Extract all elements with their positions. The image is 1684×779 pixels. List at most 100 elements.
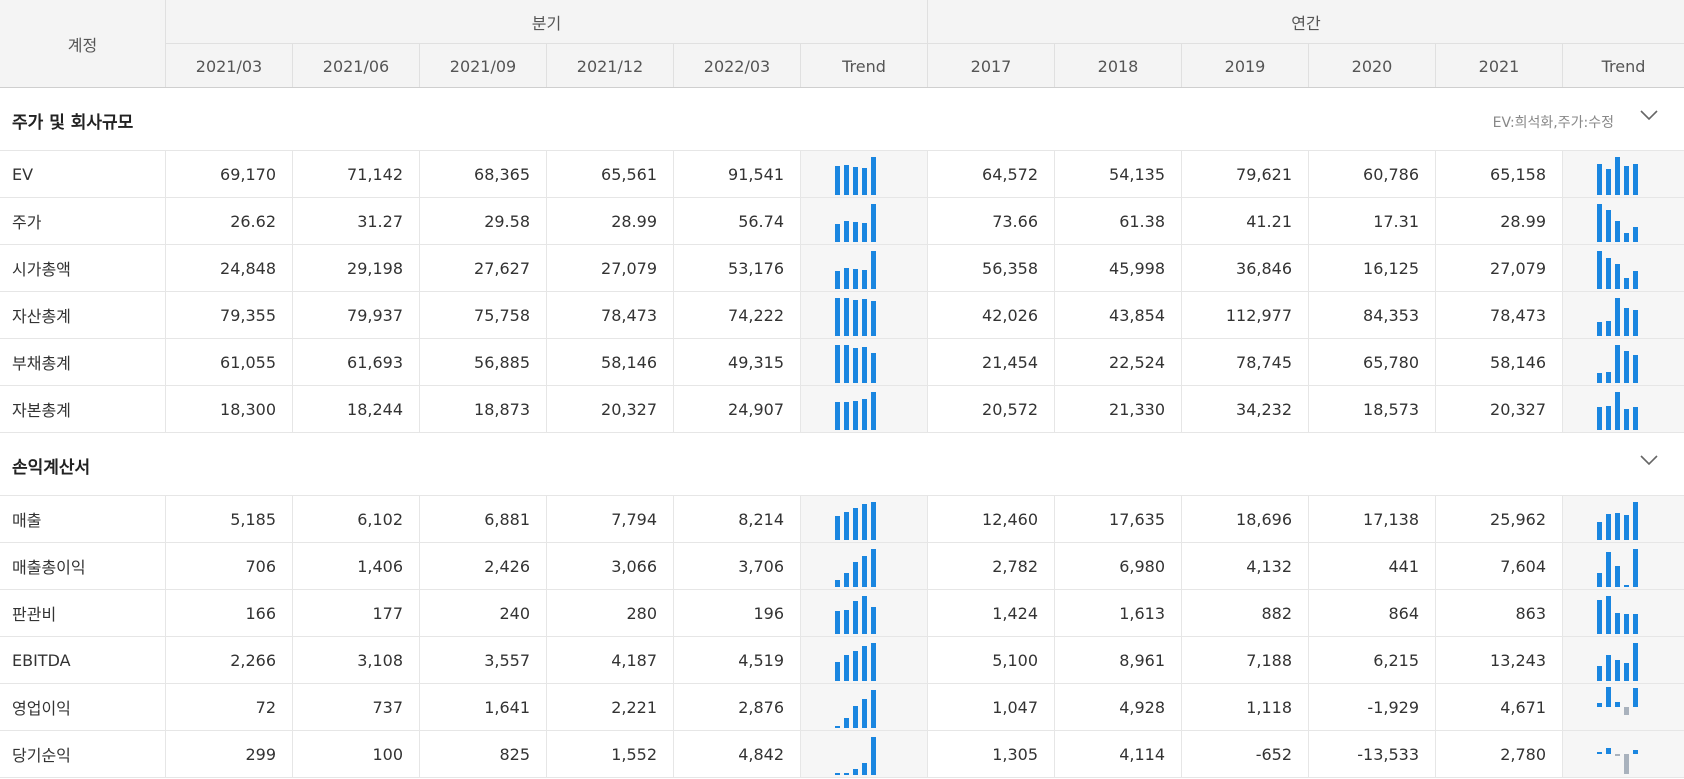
- column-divider: [927, 543, 928, 589]
- quarterly-value: 27,079: [601, 258, 657, 278]
- header-quarter: 2021/12: [546, 44, 673, 88]
- trend-chart: [1597, 298, 1638, 336]
- column-divider: [546, 684, 547, 730]
- column-divider: [1054, 386, 1055, 432]
- trend-bar: [853, 222, 858, 242]
- column-divider: [673, 386, 674, 432]
- column-divider: [1562, 543, 1563, 589]
- trend-bar: [862, 504, 867, 540]
- trend-bar: [853, 706, 858, 728]
- trend-bar: [835, 611, 840, 634]
- quarterly-value: 71,142: [347, 164, 403, 184]
- column-divider: [546, 198, 547, 244]
- chevron-down-icon[interactable]: [1636, 447, 1662, 473]
- trend-bar: [1615, 660, 1620, 681]
- trend-quarterly: [801, 339, 927, 385]
- annual-value: 36,846: [1236, 258, 1292, 278]
- annual-value: 61.38: [1119, 211, 1165, 231]
- trend-bar: [1624, 515, 1629, 540]
- trend-bar: [1606, 406, 1611, 430]
- row-label: 시가총액: [12, 260, 71, 279]
- annual-value: 20,327: [1490, 399, 1546, 419]
- column-divider: [546, 543, 547, 589]
- quarterly-value: 78,473: [601, 305, 657, 325]
- trend-annual: [1563, 590, 1684, 636]
- annual-value: 8,961: [1119, 650, 1165, 670]
- column-divider: [1308, 386, 1309, 432]
- table-row: 영업이익 72 737 1,641 2,221 2,876 1,047 4,928 1,118 -…: [0, 684, 1684, 731]
- header-year: 2018: [1054, 44, 1181, 88]
- quarterly-value: 28.99: [611, 211, 657, 231]
- column-divider: [800, 339, 801, 385]
- trend-bar: [1597, 703, 1602, 707]
- trend-bar: [862, 646, 867, 681]
- column-divider: [1435, 637, 1436, 683]
- trend-quarterly: [801, 245, 927, 291]
- trend-bar: [1624, 663, 1629, 681]
- column-divider: [1181, 245, 1182, 291]
- column-divider: [1054, 543, 1055, 589]
- annual-value: 18,696: [1236, 509, 1292, 529]
- quarterly-value: 65,561: [601, 164, 657, 184]
- table-row: 당기순익 299 100 825 1,552 4,842 1,305 4,114 -652 -13…: [0, 731, 1684, 778]
- header-quarter: 2021/03: [165, 44, 292, 88]
- column-divider: [165, 292, 166, 338]
- column-divider: [419, 339, 420, 385]
- column-divider: [546, 731, 547, 777]
- column-divider: [927, 731, 928, 777]
- quarterly-value: 2,221: [611, 697, 657, 717]
- column-divider: [292, 292, 293, 338]
- trend-chart: [835, 596, 876, 634]
- column-divider: [673, 684, 674, 730]
- table-row: 매출총이익 706 1,406 2,426 3,066 3,706 2,782 6,980 4,…: [0, 543, 1684, 590]
- annual-value: 4,928: [1119, 697, 1165, 717]
- column-divider: [419, 731, 420, 777]
- quarterly-value: 20,327: [601, 399, 657, 419]
- trend-bar: [871, 157, 876, 195]
- column-divider: [1054, 339, 1055, 385]
- column-divider: [419, 684, 420, 730]
- trend-bar: [1624, 614, 1629, 634]
- section-header[interactable]: 주가 및 회사규모 EV:희석화,주가:수정: [0, 88, 1684, 151]
- quarterly-value: 18,300: [220, 399, 276, 419]
- column-divider: [1435, 590, 1436, 636]
- trend-bar: [835, 298, 840, 336]
- trend-chart: [1597, 687, 1638, 715]
- row-label: EV: [12, 164, 34, 184]
- trend-bar: [1606, 552, 1611, 587]
- column-divider: [292, 496, 293, 542]
- row-label: 영업이익: [12, 699, 71, 718]
- section-note: EV:희석화,주가:수정: [1492, 115, 1614, 131]
- table-row: 시가총액 24,848 29,198 27,627 27,079 53,176 56,358…: [0, 245, 1684, 292]
- trend-bar: [1624, 308, 1629, 336]
- quarterly-value: 4,842: [738, 744, 784, 764]
- column-divider: [1562, 151, 1563, 197]
- column-divider: [546, 637, 547, 683]
- quarterly-value: 18,873: [474, 399, 530, 419]
- trend-bar: [1633, 271, 1638, 289]
- trend-bar: [862, 763, 867, 775]
- trend-chart: [835, 392, 876, 430]
- column-divider: [927, 198, 928, 244]
- trend-bar: [1597, 322, 1602, 336]
- trend-bar: [853, 508, 858, 540]
- column-divider: [1562, 496, 1563, 542]
- column-divider: [800, 637, 801, 683]
- column-divider: [546, 339, 547, 385]
- column-divider: [1562, 386, 1563, 432]
- column-divider: [673, 198, 674, 244]
- column-divider: [419, 496, 420, 542]
- section-title: 주가 및 회사규모: [12, 113, 134, 133]
- column-divider: [165, 731, 166, 777]
- column-divider: [1181, 386, 1182, 432]
- column-divider: [1435, 198, 1436, 244]
- column-divider: [673, 590, 674, 636]
- table-row: 판관비 166 177 240 280 196 1,424 1,613 882 864 863: [0, 590, 1684, 637]
- chevron-down-icon[interactable]: [1636, 102, 1662, 128]
- header-quarter: 2021/06: [292, 44, 419, 88]
- section-header[interactable]: 손익계산서: [0, 433, 1684, 496]
- trend-bar: [1606, 596, 1611, 634]
- annual-value: 4,671: [1500, 697, 1546, 717]
- trend-bar: [862, 699, 867, 728]
- column-divider: [1562, 637, 1563, 683]
